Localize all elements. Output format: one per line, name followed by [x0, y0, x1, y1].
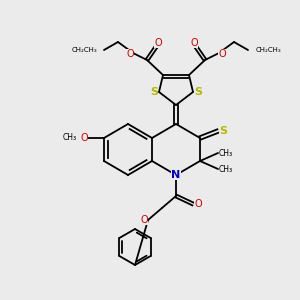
Text: O: O — [218, 49, 226, 59]
Text: S: S — [150, 87, 158, 97]
Text: N: N — [171, 170, 181, 180]
Text: O: O — [194, 199, 202, 209]
Text: O: O — [80, 133, 88, 143]
Text: S: S — [194, 87, 202, 97]
Text: O: O — [154, 38, 162, 48]
Text: CH₃: CH₃ — [219, 148, 233, 158]
Text: CH₃: CH₃ — [219, 164, 233, 173]
Text: O: O — [126, 49, 134, 59]
Text: O: O — [140, 215, 148, 225]
Text: S: S — [219, 126, 227, 136]
Text: CH₂CH₃: CH₂CH₃ — [71, 47, 97, 53]
Text: CH₂CH₃: CH₂CH₃ — [256, 47, 282, 53]
Text: O: O — [190, 38, 198, 48]
Text: CH₃: CH₃ — [63, 134, 77, 142]
